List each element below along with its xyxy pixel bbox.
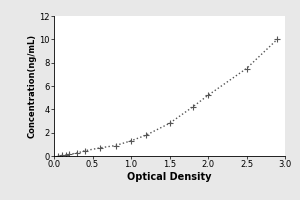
Y-axis label: Concentration(ng/mL): Concentration(ng/mL) — [28, 34, 37, 138]
X-axis label: Optical Density: Optical Density — [127, 172, 212, 182]
